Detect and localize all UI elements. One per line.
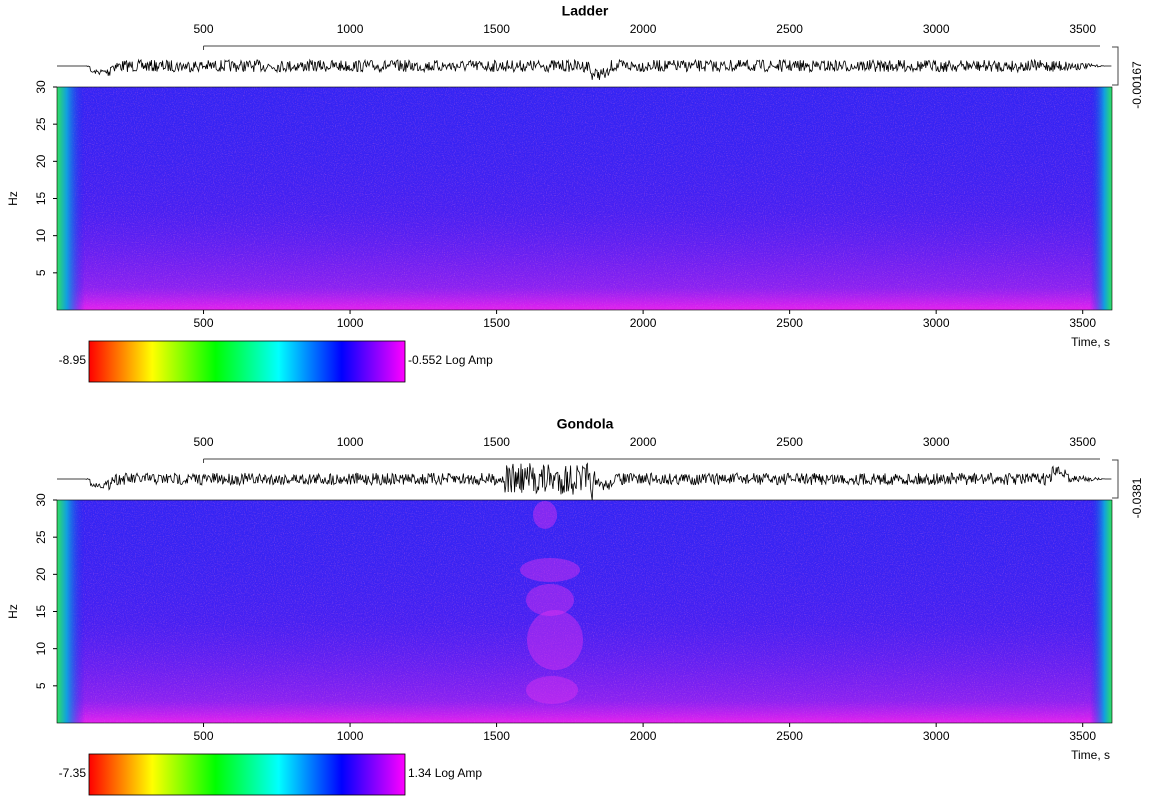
- x-tick-label-top: 2500: [776, 22, 803, 36]
- x-tick-label-top: 3500: [1069, 22, 1096, 36]
- x-tick-label-top: 500: [194, 22, 214, 36]
- x-tick-label-top: 3500: [1069, 435, 1096, 449]
- colorbar-max: -0.552 Log Amp: [408, 353, 493, 367]
- y-axis-label: Hz: [6, 604, 20, 619]
- y-tick-label: 30: [34, 493, 48, 507]
- x-tick-label-top: 2000: [630, 435, 657, 449]
- x-tick-label: 500: [194, 729, 214, 743]
- x-tick-label: 1500: [483, 316, 510, 330]
- x-tick-label: 2500: [776, 316, 803, 330]
- y-tick-label: 5: [34, 269, 48, 276]
- spectrogram-edge: [1090, 500, 1112, 723]
- colorbar-max: 1.34 Log Amp: [408, 766, 482, 780]
- x-axis-label: Time, s: [1071, 748, 1110, 762]
- x-tick-label: 500: [194, 316, 214, 330]
- y-tick-label: 5: [34, 682, 48, 689]
- x-tick-label-top: 3000: [923, 435, 950, 449]
- x-tick-label: 2000: [630, 729, 657, 743]
- x-tick-label: 1500: [483, 729, 510, 743]
- spectrogram-edge: [1090, 87, 1112, 310]
- y-tick-label: 25: [34, 117, 48, 131]
- x-tick-label-top: 2000: [630, 22, 657, 36]
- colorbar-max-value: 1.34: [408, 766, 432, 780]
- x-tick-label-top: 3000: [923, 22, 950, 36]
- x-tick-label: 1000: [337, 316, 364, 330]
- x-tick-label-top: 1000: [337, 22, 364, 36]
- trace-scale: -0.0381: [1130, 477, 1144, 518]
- y-tick-label: 15: [34, 192, 48, 206]
- colorbar: [88, 753, 406, 796]
- colorbar-unit: Log Amp: [435, 766, 483, 780]
- colorbar-min: -8.95: [59, 353, 87, 367]
- spectrogram-event: [533, 501, 557, 529]
- x-tick-label: 3500: [1069, 729, 1096, 743]
- spectrogram-noise: [57, 500, 1112, 723]
- x-tick-label-top: 500: [194, 435, 214, 449]
- spectrogram-edge: [57, 87, 85, 310]
- x-tick-label-top: 2500: [776, 435, 803, 449]
- y-tick-label: 25: [34, 530, 48, 544]
- x-tick-label: 2500: [776, 729, 803, 743]
- y-tick-label: 20: [34, 567, 48, 581]
- trace-scale-bracket: [1112, 46, 1119, 86]
- spectrogram-event: [520, 558, 580, 582]
- trace-scale-bracket: [1112, 459, 1119, 499]
- y-tick-label: 30: [34, 80, 48, 94]
- x-tick-label-top: 1500: [483, 22, 510, 36]
- spectrogram-event: [527, 610, 583, 670]
- y-axis-label: Hz: [6, 191, 20, 206]
- y-tick-label: 20: [34, 154, 48, 168]
- x-axis-label: Time, s: [1071, 335, 1110, 349]
- chart-title: Ladder: [562, 3, 609, 19]
- spectrogram-event: [526, 676, 578, 704]
- spectrogram-event: [526, 584, 574, 616]
- y-tick-label: 10: [34, 642, 48, 656]
- trace-scale: -0.00167: [1130, 61, 1144, 109]
- x-tick-label-top: 1000: [337, 435, 364, 449]
- colorbar: [88, 340, 406, 383]
- x-tick-label: 3500: [1069, 316, 1096, 330]
- spectrogram-noise: [57, 87, 1112, 310]
- waveform: [57, 462, 1112, 501]
- y-tick-label: 15: [34, 605, 48, 619]
- chart-title: Gondola: [557, 416, 614, 432]
- x-tick-label: 3000: [923, 316, 950, 330]
- colorbar-min: -7.35: [59, 766, 87, 780]
- x-tick-label-top: 1500: [483, 435, 510, 449]
- waveform: [57, 58, 1112, 81]
- x-tick-label: 1000: [337, 729, 364, 743]
- colorbar-unit: Log Amp: [445, 353, 493, 367]
- spectrogram-edge: [57, 500, 85, 723]
- x-tick-label: 3000: [923, 729, 950, 743]
- colorbar-max-value: -0.552: [408, 353, 442, 367]
- x-tick-label: 2000: [630, 316, 657, 330]
- y-tick-label: 10: [34, 229, 48, 243]
